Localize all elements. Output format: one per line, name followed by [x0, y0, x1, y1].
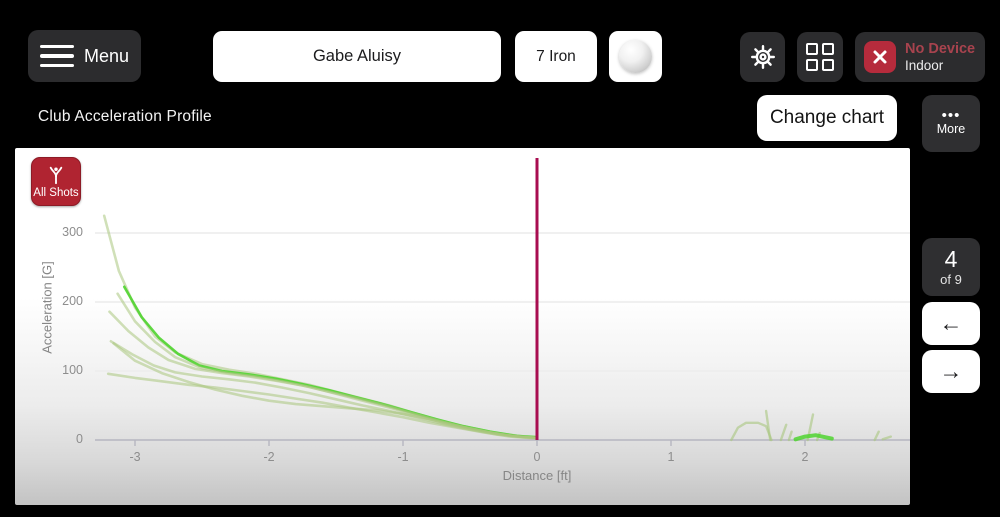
all-shots-label: All Shots: [33, 186, 79, 199]
hamburger-icon: [39, 44, 74, 68]
all-shots-filter-badge[interactable]: All Shots: [31, 157, 81, 206]
shot-trace-shot-4: [108, 310, 539, 440]
change-chart-label: Change chart: [769, 107, 885, 128]
device-status-button[interactable]: No Device Indoor: [855, 32, 985, 82]
shot-trace-post-impact-far-1: [873, 430, 880, 442]
x-tick-label: 1: [667, 450, 675, 464]
x-tick-label: -2: [263, 450, 275, 464]
page-indicator: 4 of 9: [922, 238, 980, 296]
ellipsis-icon: •••: [941, 107, 961, 124]
shot-trace-shot-1: [102, 214, 539, 439]
shot-trace-post-impact-bump: [730, 421, 773, 442]
layout-grid-button[interactable]: [797, 32, 843, 82]
page-current: 4: [944, 245, 958, 272]
y-tick-label: 100: [62, 363, 83, 377]
chart-panel: Acceleration [G] Distance [ft] 0 100 200 30…: [15, 148, 910, 505]
x-axis-label: Distance [ft]: [502, 468, 572, 483]
menu-label: Menu: [83, 45, 130, 66]
y-tick-label: 0: [76, 432, 83, 446]
more-label: More: [936, 122, 966, 136]
no-device-x-icon: [864, 41, 896, 73]
player-select-button[interactable]: Gabe Aluisy: [213, 31, 501, 82]
y-tick-label: 200: [62, 294, 83, 308]
device-status-text: No Device: [905, 40, 976, 57]
club-label: 7 Iron: [536, 47, 576, 65]
grid-icon: [806, 43, 834, 71]
shot-trace-post-impact-spike-1: [764, 409, 772, 442]
shot-trace-post-impact-bright-arc: [793, 433, 834, 442]
page-of: of 9: [940, 271, 962, 287]
shot-tracer-icon: [49, 166, 63, 184]
settings-button[interactable]: [740, 32, 785, 82]
x-tick-label: -3: [129, 450, 141, 464]
ball-select-button[interactable]: [609, 31, 662, 82]
x-tick-label: 2: [801, 450, 809, 464]
shot-trace-post-impact-spike-3: [787, 430, 793, 442]
shot-trace-shot-7: [106, 372, 539, 440]
page-title: Club Acceleration Profile: [38, 108, 212, 125]
y-tick-label: 300: [62, 225, 83, 239]
player-name: Gabe Aluisy: [312, 47, 402, 65]
shot-trace-post-impact-spike-2: [779, 423, 788, 442]
more-button[interactable]: ••• More: [922, 95, 980, 152]
change-chart-button[interactable]: Change chart: [757, 95, 897, 141]
x-tick-label: 0: [533, 450, 541, 464]
x-tick-label: -1: [397, 450, 409, 464]
shot-trace-shot-3: [116, 292, 539, 440]
shot-trace-post-impact-far-2: [881, 435, 892, 441]
golf-ball-icon: [619, 40, 652, 73]
club-select-button[interactable]: 7 Iron: [515, 31, 597, 82]
previous-chart-button[interactable]: ←: [922, 302, 980, 345]
next-chart-button[interactable]: →: [922, 350, 980, 393]
acceleration-chart[interactable]: [15, 148, 910, 505]
device-mode-text: Indoor: [905, 57, 944, 73]
shot-trace-shot-6: [112, 342, 539, 440]
arrow-left-icon: ←: [939, 310, 963, 336]
gear-icon: [750, 44, 775, 69]
menu-button[interactable]: Menu: [28, 30, 141, 82]
arrow-right-icon: →: [939, 358, 963, 384]
